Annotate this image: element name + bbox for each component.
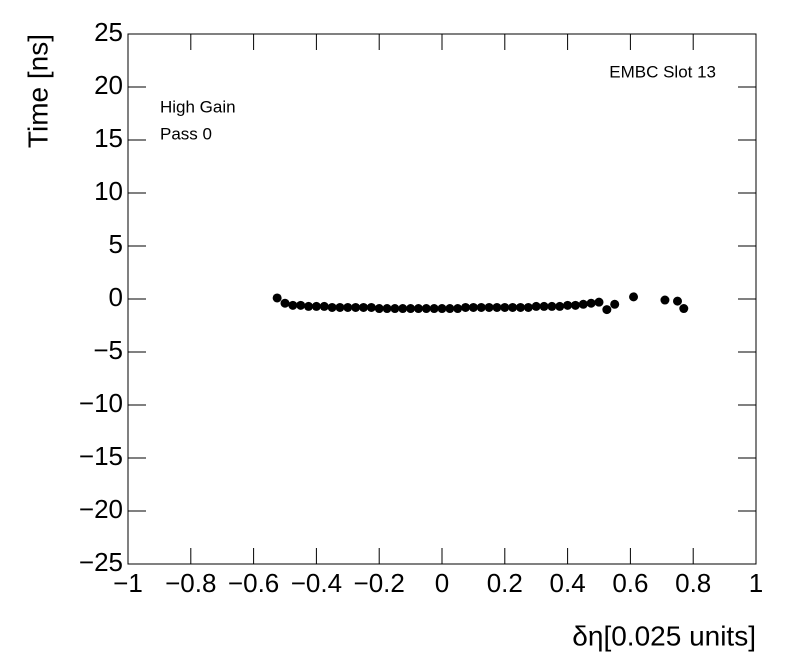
- point: [351, 302, 361, 312]
- point: [461, 302, 471, 312]
- point: [437, 304, 447, 314]
- point: [288, 300, 298, 310]
- y-tick-label: 10: [94, 176, 123, 206]
- point: [421, 304, 431, 314]
- point: [390, 304, 400, 314]
- point: [311, 301, 321, 311]
- x-tick-label: −0.6: [228, 568, 279, 598]
- point: [343, 302, 353, 312]
- point: [531, 301, 541, 311]
- point: [547, 301, 557, 311]
- point: [335, 302, 345, 312]
- x-tick-label: −0.8: [165, 568, 216, 598]
- point: [563, 300, 573, 310]
- point: [484, 302, 494, 312]
- point: [398, 304, 408, 314]
- point: [660, 295, 670, 305]
- point: [406, 304, 416, 314]
- y-axis-label: Time [ns]: [22, 34, 53, 148]
- point: [382, 304, 392, 314]
- y-tick-label: −20: [79, 494, 123, 524]
- x-tick-label: 1: [749, 568, 763, 598]
- point: [673, 296, 682, 306]
- point: [374, 304, 384, 314]
- annotation: EMBC Slot 13: [609, 62, 716, 81]
- point: [272, 293, 282, 303]
- x-tick-label: −0.4: [291, 568, 342, 598]
- point: [602, 305, 612, 315]
- y-tick-label: 15: [94, 123, 123, 153]
- x-tick-label: −0.2: [354, 568, 405, 598]
- y-tick-label: −15: [79, 441, 123, 471]
- y-tick-label: 25: [94, 17, 123, 47]
- point: [578, 299, 588, 309]
- y-tick-label: 20: [94, 70, 123, 100]
- y-tick-label: −10: [79, 388, 123, 418]
- point: [476, 302, 486, 312]
- point: [539, 301, 549, 311]
- point: [445, 304, 455, 314]
- point: [413, 304, 423, 314]
- point: [508, 302, 518, 312]
- y-tick-label: −25: [79, 547, 123, 577]
- point: [429, 304, 439, 314]
- annotation: Pass 0: [160, 124, 212, 143]
- point: [500, 302, 510, 312]
- point: [280, 298, 290, 308]
- point: [516, 302, 525, 312]
- x-tick-label: 0: [435, 568, 449, 598]
- x-tick-label: 0.6: [612, 568, 648, 598]
- y-tick-label: −5: [93, 335, 123, 365]
- point: [586, 298, 596, 308]
- point: [594, 297, 604, 307]
- point: [679, 304, 689, 314]
- point: [327, 302, 337, 312]
- point: [570, 300, 580, 310]
- point: [319, 301, 329, 311]
- x-tick-label: −1: [113, 568, 143, 598]
- x-tick-label: 0.8: [675, 568, 711, 598]
- annotation: High Gain: [160, 97, 236, 116]
- point: [523, 302, 533, 312]
- point: [468, 302, 478, 312]
- point: [296, 300, 306, 310]
- point: [359, 302, 368, 312]
- y-tick-label: 5: [109, 229, 123, 259]
- point: [610, 299, 620, 309]
- x-axis-label: δη[0.025 units]: [572, 620, 756, 651]
- x-tick-label: 0.2: [487, 568, 523, 598]
- point: [304, 301, 314, 311]
- point: [555, 301, 565, 311]
- point: [453, 304, 463, 314]
- point: [629, 292, 639, 302]
- point: [492, 302, 502, 312]
- y-tick-label: 0: [109, 282, 123, 312]
- x-tick-label: 0.4: [550, 568, 586, 598]
- point: [366, 302, 376, 312]
